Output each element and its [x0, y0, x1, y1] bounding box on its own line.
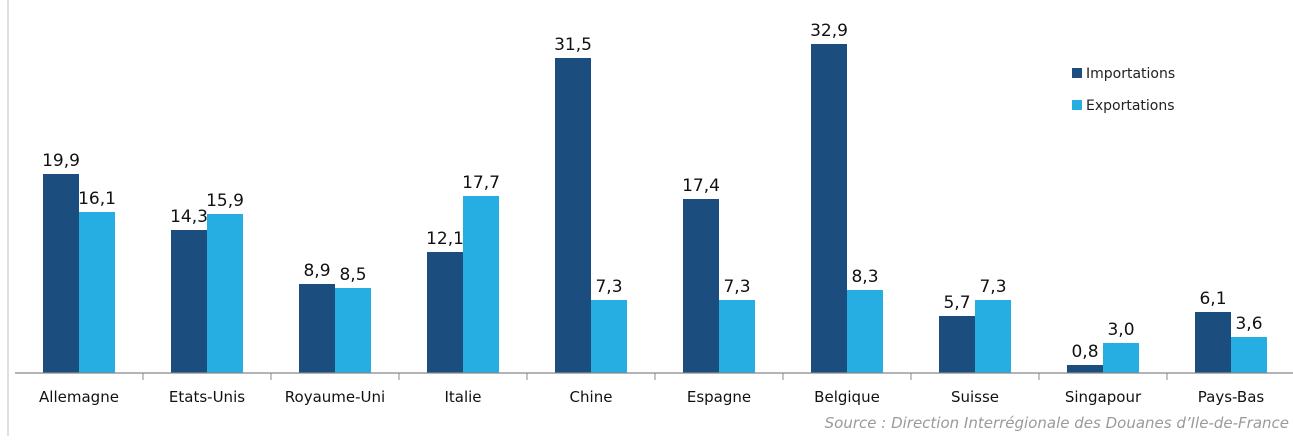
data-label-importations-suisse: 5,7: [943, 293, 970, 313]
data-label-exportations-etats-unis: 15,9: [206, 191, 244, 211]
source-note: Source : Direction Interrégionale des Do…: [824, 414, 1289, 432]
tick-label-singapour: Singapour: [1065, 388, 1142, 406]
bar-exportations-pays-bas: [1231, 337, 1267, 373]
tick-label-espagne: Espagne: [687, 388, 751, 406]
tick-label-etats-unis: Etats-Unis: [169, 388, 245, 406]
data-labels-layer: 19,9 16,1 14,315,9 8,9 8,5 12,1 17,7 31,5 7,3 17,…: [42, 21, 1262, 362]
data-label-importations-belgique: 32,9: [810, 21, 848, 41]
tick-label-chine: Chine: [570, 388, 613, 406]
bar-importations-espagne: [683, 199, 719, 373]
bar-importations-pays-bas: [1195, 312, 1231, 373]
data-label-importations-allemagne: 19,9: [42, 151, 80, 171]
data-label-exportations-singapour: 3,0: [1107, 320, 1134, 340]
x-axis-ticks: Allemagne Etats-Unis Royaume-Uni Italie Chin…: [39, 373, 1264, 406]
data-label-exportations-suisse: 7,3: [979, 277, 1006, 297]
legend-label-importations: Importations: [1086, 66, 1175, 82]
legend-label-exportations: Exportations: [1086, 98, 1175, 114]
bar-exportations-chine: [591, 300, 627, 373]
bar-importations-chine: [555, 58, 591, 373]
data-label-importations-chine: 31,5: [554, 35, 592, 55]
data-label-importations-pays-bas: 6,1: [1199, 289, 1226, 309]
bar-importations-belgique: [811, 44, 847, 373]
bar-exportations-espagne: [719, 300, 755, 373]
bar-importations-italie: [427, 252, 463, 373]
legend: Importations Exportations: [1072, 66, 1175, 114]
bar-importations-allemagne: [43, 174, 79, 373]
legend-swatch-importations: [1072, 68, 1082, 78]
bar-exportations-royaume-uni: [335, 288, 371, 373]
data-label-exportations-espagne: 7,3: [723, 277, 750, 297]
data-label-importations-royaume-uni: 8,9: [303, 261, 330, 281]
data-label-importations-singapour: 0,8: [1071, 342, 1098, 362]
data-label-exportations-chine: 7,3: [595, 277, 622, 297]
data-label-exportations-belgique: 8,3: [851, 267, 878, 287]
bars-layer: [43, 44, 1267, 373]
bar-exportations-allemagne: [79, 212, 115, 373]
bar-exportations-italie: [463, 196, 499, 373]
data-label-exportations-royaume-uni: 8,5: [339, 265, 366, 285]
data-label-importations-espagne: 17,4: [682, 176, 720, 196]
bar-importations-etats-unis: [171, 230, 207, 373]
tick-label-belgique: Belgique: [814, 388, 880, 406]
bar-importations-suisse: [939, 316, 975, 373]
tick-label-pays-bas: Pays-Bas: [1198, 388, 1265, 406]
bar-importations-singapour: [1067, 365, 1103, 373]
bar-exportations-belgique: [847, 290, 883, 373]
bar-importations-royaume-uni: [299, 284, 335, 373]
data-label-importations-etats-unis: 14,3: [170, 207, 208, 227]
bar-exportations-suisse: [975, 300, 1011, 373]
data-label-exportations-italie: 17,7: [462, 173, 500, 193]
data-label-importations-italie: 12,1: [426, 229, 464, 249]
bar-exportations-singapour: [1103, 343, 1139, 373]
legend-swatch-exportations: [1072, 100, 1082, 110]
bar-exportations-etats-unis: [207, 214, 243, 373]
tick-label-royaume-uni: Royaume-Uni: [285, 388, 385, 406]
tick-label-allemagne: Allemagne: [39, 388, 119, 406]
data-label-exportations-pays-bas: 3,6: [1235, 314, 1262, 334]
tick-label-suisse: Suisse: [951, 388, 999, 406]
data-label-exportations-allemagne: 16,1: [78, 189, 116, 209]
tick-label-italie: Italie: [444, 388, 481, 406]
